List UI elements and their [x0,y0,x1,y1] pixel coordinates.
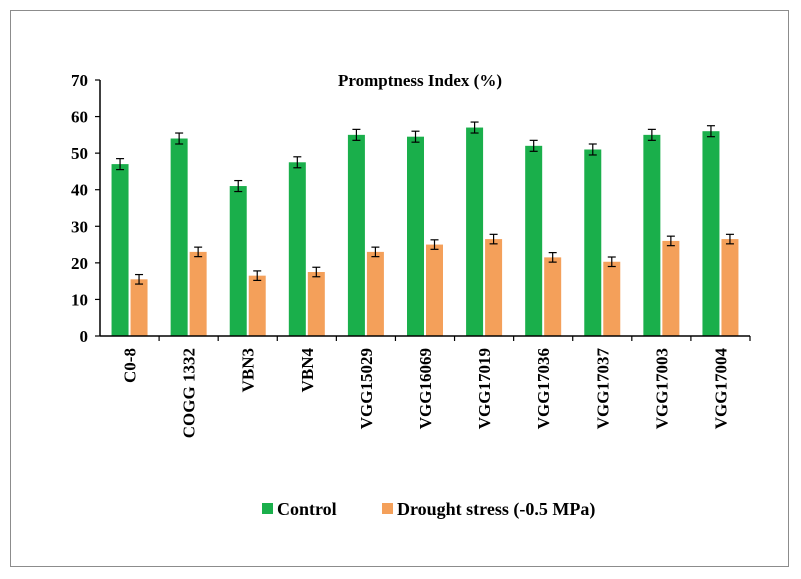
bar-control [702,131,720,336]
error-bars [116,121,734,285]
category-label: VGG15029 [357,348,376,429]
legend-swatch-control [262,503,273,514]
bar-drought [426,244,443,336]
bar-drought [485,239,503,336]
legend: Control Drought stress (-0.5 MPa) [262,499,595,520]
bar-drought [721,239,739,336]
bar-control [288,162,306,336]
bar-drought [248,275,266,336]
category-label: VGG17019 [475,348,494,429]
category-label: VGG16069 [416,348,435,429]
legend-label-control: Control [277,499,337,519]
bar-drought [662,240,680,336]
y-tick-label: 70 [71,71,88,90]
category-label: VGG17036 [534,348,553,429]
y-tick-label: 0 [80,327,89,346]
category-label: VGG17004 [711,348,730,430]
axes [99,80,751,341]
y-tick-label: 30 [71,217,88,236]
legend-swatch-drought [382,503,393,514]
bar-control [347,134,365,336]
chart-title: Promptness Index (%) [338,71,502,90]
bar-control [229,186,247,336]
bar-control [584,149,602,336]
y-tick-label: 10 [71,290,88,309]
bar-drought [189,251,207,336]
y-tick-label: 50 [71,144,88,163]
category-label: VGG17037 [593,348,612,430]
bar-control [111,164,129,336]
category-label: VBN4 [298,348,317,393]
bar-control [643,134,661,336]
bar-drought [366,251,384,336]
y-axis-ticks: 0 10 20 30 40 50 60 70 [71,71,100,346]
category-label: VGG17003 [652,348,671,429]
bars [111,127,739,337]
y-tick-label: 40 [71,181,88,200]
bar-drought [603,261,621,336]
category-labels: C0-8 COGG 1332 VBN3 VBN4 VGG15029 VGG16069 VGG… [121,348,731,439]
bar-control [407,136,424,336]
category-label: C0-8 [121,348,140,383]
bar-control [466,127,484,337]
bar-drought [544,257,562,336]
category-label: VBN3 [239,348,258,392]
legend-label-drought: Drought stress (-0.5 MPa) [397,499,595,520]
y-tick-label: 60 [71,108,88,127]
bar-drought [307,272,325,336]
bar-drought [130,279,148,336]
bar-control [525,145,543,336]
category-label: COGG 1332 [180,348,199,438]
y-tick-label: 20 [71,254,88,273]
bar-control [170,138,188,336]
